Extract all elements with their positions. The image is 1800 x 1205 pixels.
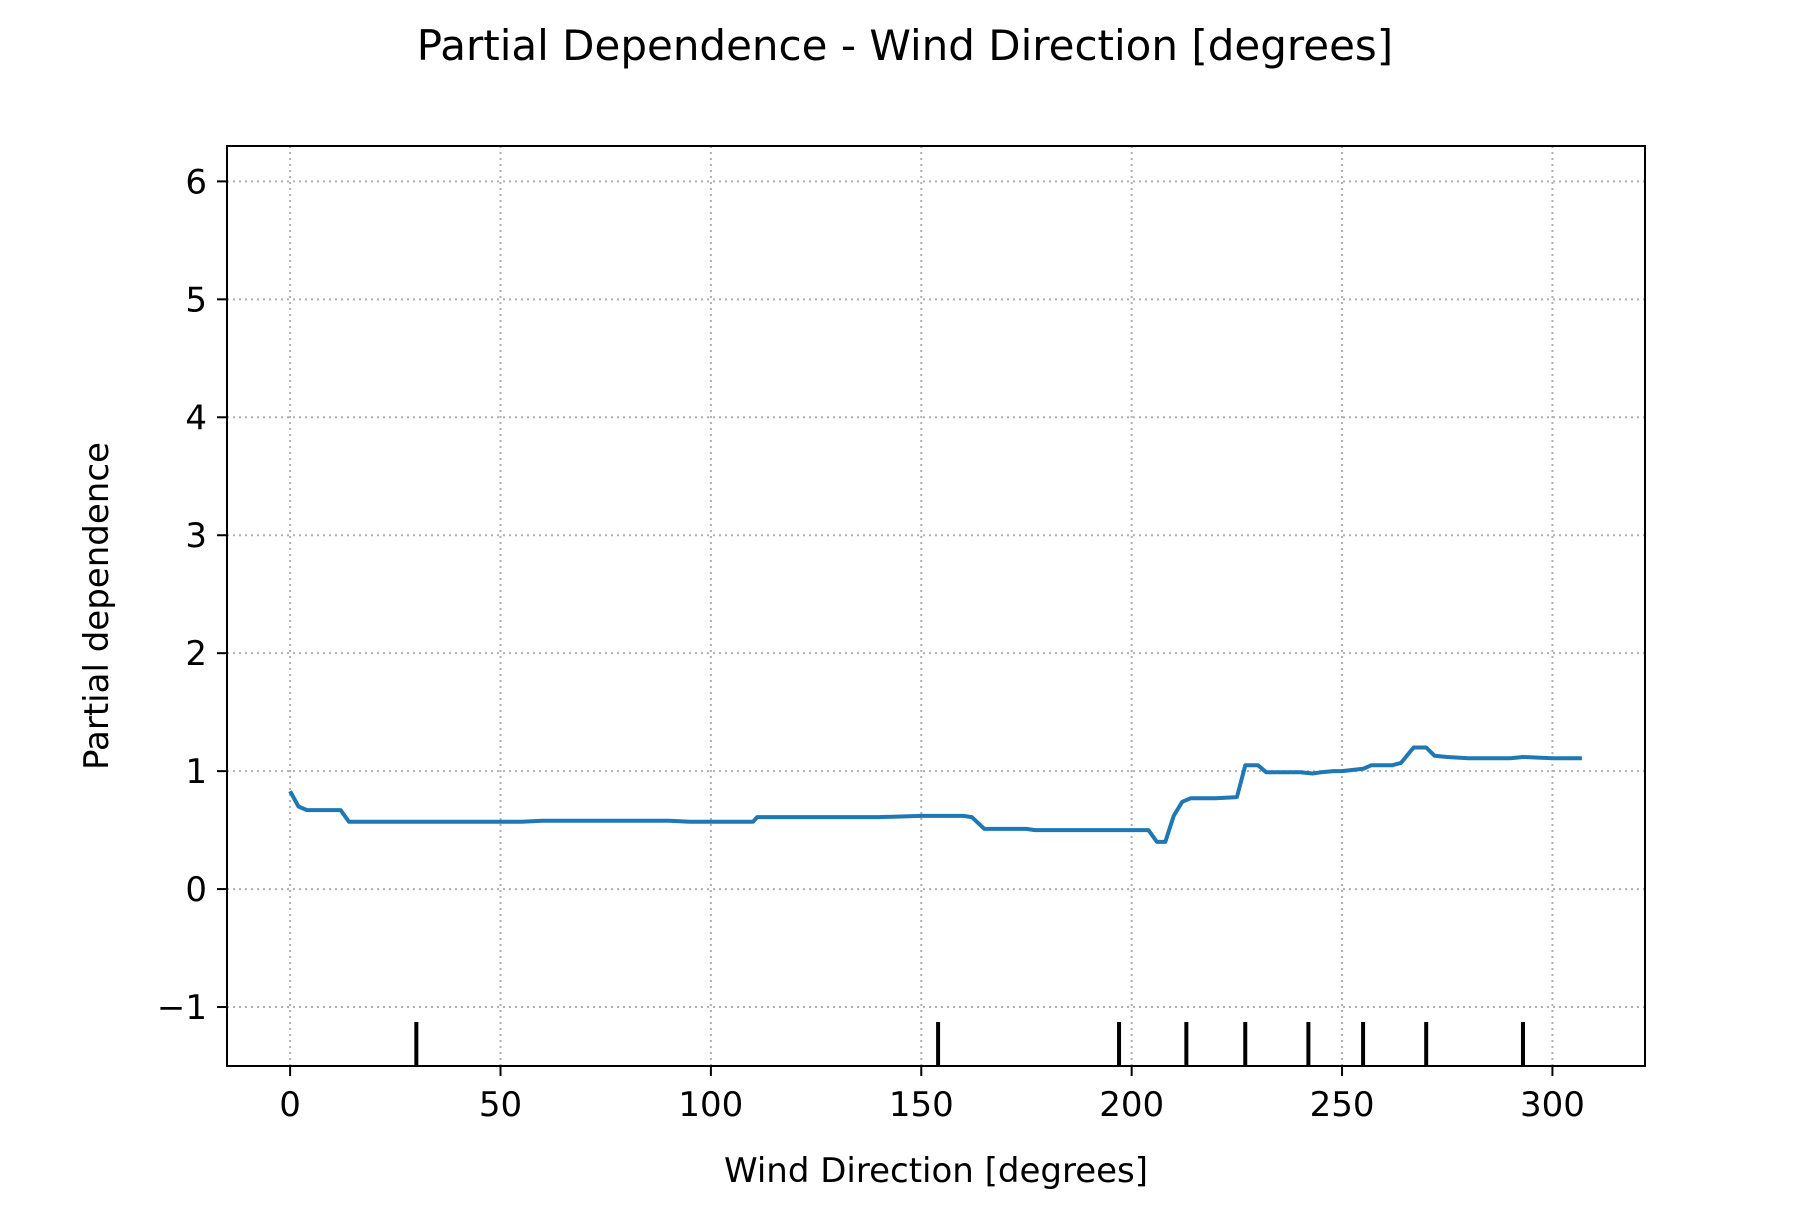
y-axis-ticks: −1 0 1 2 3 4 5 6 xyxy=(157,162,227,1028)
chart-title: Partial Dependence - Wind Direction [deg… xyxy=(417,21,1393,70)
x-tick-label: 50 xyxy=(479,1085,522,1125)
y-tick-label: 2 xyxy=(185,634,207,674)
y-tick-label: 5 xyxy=(185,280,207,320)
y-tick-label: 1 xyxy=(185,752,207,792)
y-tick-label: 6 xyxy=(185,162,207,202)
x-axis-ticks: 0 50 100 150 200 250 300 xyxy=(279,1066,1585,1125)
y-tick-label: 4 xyxy=(185,398,207,438)
x-tick-label: 150 xyxy=(889,1085,954,1125)
y-tick-label: 3 xyxy=(185,516,207,556)
y-tick-label: 0 xyxy=(185,870,207,910)
y-axis-label: Partial dependence xyxy=(77,442,117,770)
plot-frame xyxy=(226,145,1646,1067)
y-tick-label: −1 xyxy=(157,988,207,1028)
x-tick-label: 100 xyxy=(678,1085,743,1125)
rug-layer xyxy=(414,1022,1525,1066)
x-axis-label: Wind Direction [degrees] xyxy=(724,1151,1148,1191)
x-tick-label: 0 xyxy=(279,1085,301,1125)
x-tick-label: 300 xyxy=(1520,1085,1585,1125)
x-tick-label: 250 xyxy=(1310,1085,1375,1125)
partial-dependence-line xyxy=(288,745,1582,844)
x-tick-label: 200 xyxy=(1099,1085,1164,1125)
grid-layer xyxy=(227,146,1645,1066)
series-layer xyxy=(288,745,1582,844)
